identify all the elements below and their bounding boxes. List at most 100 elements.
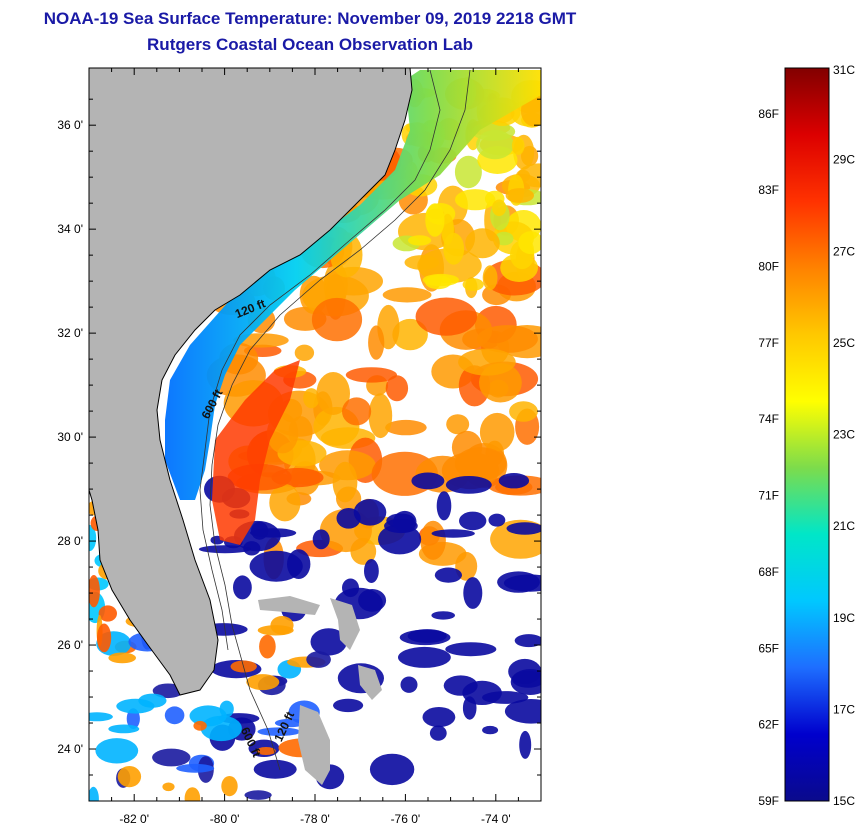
axis-ticks	[89, 68, 541, 801]
sst-patch	[505, 188, 534, 203]
bahamas-andros	[298, 705, 330, 785]
sst-patch	[517, 163, 541, 188]
cold-cloud-edge-patch	[353, 499, 387, 526]
cold-cloud-edge-patch	[310, 628, 347, 656]
sst-patch	[446, 414, 470, 435]
latitude-labels: 24 0' 26 0' 28 0' 30 0' 32 0' 34 0' 36 0'	[57, 118, 83, 756]
sst-patch	[246, 674, 280, 691]
cold-cloud-edge-patch	[411, 472, 445, 490]
lat-label: 28 0'	[57, 534, 83, 548]
map-title: NOAA-19 Sea Surface Temperature: Novembe…	[43, 9, 577, 28]
cold-cloud-edge-patch	[431, 529, 475, 538]
sst-patch	[425, 203, 445, 237]
cold-cloud-edge-patch	[506, 522, 541, 535]
fahrenheit-labels: 59F 62F 65F 68F 71F 74F 77F 80F 83F 86F	[758, 107, 779, 808]
cold-cloud-edge-patch	[333, 698, 364, 713]
sst-patch	[162, 782, 175, 792]
fahrenheit-label: 83F	[758, 183, 779, 197]
fahrenheit-label: 77F	[758, 336, 779, 350]
longitude-labels: -82 0' -80 0' -78 0' -76 0' -74 0'	[119, 812, 510, 826]
bahamas-grand-bahama	[258, 596, 320, 615]
sst-patch	[316, 372, 351, 415]
sst-patch	[476, 325, 538, 353]
cold-cloud-edge-patch	[253, 759, 297, 779]
sst-patch	[95, 738, 139, 764]
sst-patch	[152, 748, 191, 767]
sst-patch	[454, 155, 482, 189]
cold-cloud-edge-patch	[482, 725, 499, 735]
celsius-label: 21C	[833, 519, 855, 533]
sst-patch	[256, 747, 276, 755]
fahrenheit-label: 59F	[758, 794, 779, 808]
lat-label: 34 0'	[57, 222, 83, 236]
sst-patch	[368, 325, 385, 360]
fahrenheit-label: 68F	[758, 565, 779, 579]
cold-cloud-edge-patch	[398, 646, 451, 668]
sst-patch	[274, 718, 306, 728]
sst-patch	[385, 375, 409, 402]
bahamas-abaco	[330, 598, 360, 650]
sst-patch	[108, 652, 136, 664]
sst-patch	[108, 724, 140, 734]
celsius-label: 17C	[833, 702, 855, 716]
sst-patch	[500, 253, 538, 282]
sst-patch	[89, 524, 97, 552]
sst-patch	[462, 278, 484, 291]
lat-label: 24 0'	[57, 742, 83, 756]
cold-cloud-edge-patch	[436, 491, 452, 521]
cold-cloud-edge-patch	[400, 676, 418, 693]
isobath-600ft	[209, 69, 471, 771]
cold-cloud-edge-patch	[369, 753, 415, 786]
sst-patch	[176, 763, 215, 773]
cold-cloud-edge-patch	[434, 567, 462, 583]
florida-land	[89, 68, 412, 695]
cold-cloud-edge-patch	[463, 577, 483, 609]
sst-patch	[455, 189, 496, 211]
sst-patch	[382, 287, 432, 303]
sst-patch	[116, 698, 155, 714]
sst-patch	[511, 136, 525, 155]
celsius-labels: 15C 17C 19C 21C 23C 25C 27C 29C 31C	[833, 63, 855, 808]
sst-patch	[98, 605, 118, 622]
fahrenheit-label: 65F	[758, 641, 779, 655]
cold-cloud-edge-patch	[445, 642, 497, 657]
sst-patch	[479, 412, 515, 452]
fahrenheit-label: 86F	[758, 107, 779, 121]
map-subtitle: Rutgers Coastal Ocean Observation Lab	[147, 35, 473, 54]
cold-cloud-edge-patch	[431, 611, 456, 620]
sst-patch	[476, 129, 514, 160]
sst-patch	[311, 297, 363, 342]
sst-patch	[303, 388, 320, 409]
lon-label: -76 0'	[391, 812, 421, 826]
sst-image-layer	[89, 68, 541, 801]
coastline	[89, 68, 413, 696]
sst-patch	[89, 712, 113, 722]
sst-patch	[184, 787, 201, 801]
celsius-label: 27C	[833, 244, 855, 258]
cold-cloud-edge-patch	[445, 476, 492, 494]
fahrenheit-label: 62F	[758, 718, 779, 732]
colorbar-ramp	[784, 67, 830, 802]
lat-label: 36 0'	[57, 118, 83, 132]
sst-patch	[392, 318, 428, 351]
sst-patch	[193, 720, 207, 731]
cold-cloud-edge-patch	[459, 511, 487, 531]
cold-cloud-edge-patch	[243, 541, 261, 556]
sst-patch	[269, 484, 301, 522]
lon-label: -74 0'	[481, 812, 511, 826]
cold-cloud-edge-patch	[336, 508, 361, 529]
cold-cloud-edge-patch	[251, 521, 269, 540]
cold-cloud-edge-patch	[503, 574, 541, 592]
cold-cloud-edge-patch	[287, 549, 311, 579]
cold-cloud-edge-patch	[364, 559, 379, 583]
sst-patch	[342, 397, 372, 426]
celsius-label: 31C	[833, 63, 855, 77]
cold-cloud-edge-patch	[504, 699, 541, 724]
shelf-water	[165, 70, 541, 500]
bahamas-eleuthera	[358, 665, 382, 700]
sst-patch	[117, 766, 142, 788]
sst-patch	[332, 461, 358, 503]
sst-patch	[270, 616, 294, 635]
cold-cloud-edge-patch	[482, 691, 529, 704]
